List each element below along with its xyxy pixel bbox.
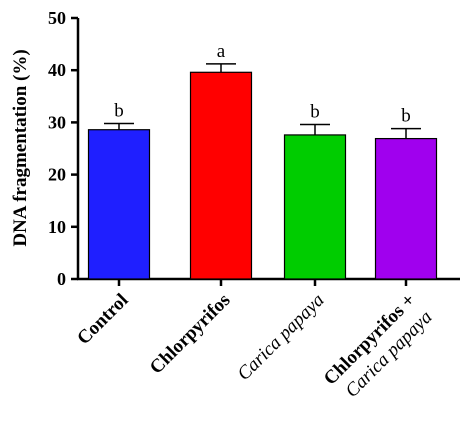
bar bbox=[374, 137, 438, 280]
plot-area: 0 10 20 30 40 50 b Control a Chlorpyrifos b Carica … bbox=[48, 8, 460, 407]
x-tick-label-line: Carica papaya bbox=[233, 290, 328, 385]
y-tick-label: 20 bbox=[48, 165, 66, 185]
y-tick-label: 30 bbox=[48, 112, 66, 132]
x-tick-label: Chlorpyrifos bbox=[146, 290, 235, 379]
significance-letter: b bbox=[310, 101, 320, 122]
y-tick-label: 40 bbox=[48, 60, 66, 80]
significance-letter: a bbox=[217, 41, 226, 62]
bar bbox=[189, 71, 253, 280]
x-tick-label: Chlorpyrifos +Carica papaya bbox=[320, 290, 437, 407]
bar bbox=[87, 129, 151, 280]
y-axis-label: DNA fragmentation (%) bbox=[10, 49, 31, 246]
bar bbox=[283, 134, 347, 280]
significance-letter: b bbox=[114, 100, 124, 121]
x-tick-label: Carica papaya bbox=[233, 290, 328, 385]
x-tick-label-line: Control bbox=[73, 290, 132, 349]
x-tick-label: Control bbox=[73, 290, 132, 349]
y-tick-label: 10 bbox=[48, 217, 66, 237]
x-tick-label-line: Chlorpyrifos bbox=[146, 290, 235, 379]
significance-letter: b bbox=[401, 106, 411, 127]
y-tick-label: 50 bbox=[48, 8, 66, 28]
y-tick-label: 0 bbox=[57, 269, 66, 289]
